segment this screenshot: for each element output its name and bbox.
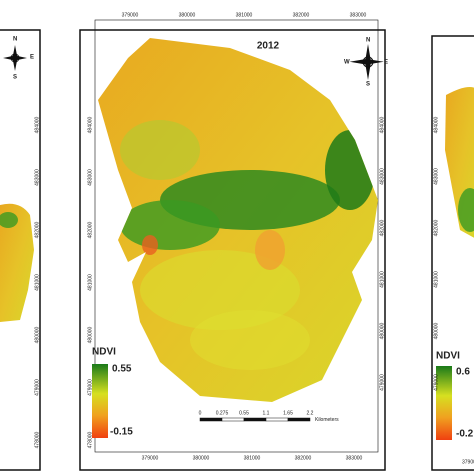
compass: N E S — [3, 37, 34, 81]
y-coord: 478000 — [34, 431, 40, 448]
y-coord: 483000 — [87, 169, 93, 186]
land — [0, 203, 34, 322]
scale-unit: Kilometers — [315, 417, 339, 423]
y-coord: 479000 — [34, 379, 40, 396]
x-coord: 380000 — [179, 12, 196, 18]
x-coord: 381000 — [236, 12, 253, 18]
scale-label: 0.275 — [216, 410, 229, 416]
x-coord: 381000 — [244, 455, 261, 461]
vegetation — [0, 212, 18, 228]
ndvi-map — [98, 38, 378, 402]
y-coord: 484000 — [87, 116, 93, 133]
y-coord: 481000 — [87, 274, 93, 291]
legend-max: 0.55 — [112, 364, 132, 375]
y-coord: 481000 — [433, 271, 439, 288]
legend-max: 0.6 — [456, 367, 470, 378]
y-coord: 479000 — [433, 374, 439, 391]
compass-label: S — [366, 82, 370, 88]
scale-segment — [221, 417, 245, 422]
compass-label: W — [344, 60, 350, 66]
compass-label: N — [13, 37, 17, 43]
y-coord: 484000 — [379, 116, 385, 133]
y-coord: 484000 — [433, 116, 439, 133]
legend: NDVI 0.55 -0.15 — [92, 347, 133, 438]
center-panel: 2012 N S E W NDVI 0.55 -0.15 — [79, 19, 388, 471]
legend-ramp — [436, 366, 452, 440]
x-coord: 380000 — [193, 455, 210, 461]
y-coord: 479000 — [379, 374, 385, 391]
legend-title: NDVI — [92, 347, 116, 358]
y-coord: 482000 — [433, 219, 439, 236]
left-panel: N E S — [0, 29, 41, 471]
x-coord: 382000 — [295, 455, 312, 461]
x-coord: 379000 — [142, 455, 159, 461]
y-coord: 479000 — [87, 379, 93, 396]
y-coord: 480000 — [87, 326, 93, 343]
compass-label: E — [384, 60, 388, 66]
y-coord: 481000 — [379, 271, 385, 288]
scale-segment — [287, 417, 311, 422]
scale-segment — [243, 417, 267, 422]
y-coord: 480000 — [433, 322, 439, 339]
compass-label: N — [366, 38, 370, 44]
map-frame — [94, 19, 379, 453]
scale-segment — [199, 417, 223, 422]
x-coord: 379000 — [462, 459, 474, 465]
scale-label: 1.65 — [283, 410, 293, 416]
y-coord: 483000 — [379, 168, 385, 185]
compass-label: E — [30, 55, 34, 61]
scale-label: 2.2 — [307, 410, 314, 416]
x-coord: 379000 — [122, 12, 139, 18]
x-coord: 383000 — [346, 455, 363, 461]
compass: N S E W — [344, 38, 388, 88]
x-coord: 382000 — [293, 12, 310, 18]
year-label: 2012 — [257, 41, 280, 52]
scale-label: 1.1 — [263, 410, 270, 416]
y-coord: 481000 — [34, 274, 40, 291]
compass-label: S — [13, 75, 17, 81]
y-coord: 482000 — [34, 221, 40, 238]
legend: NDVI 0.6 -0.2 — [436, 351, 474, 440]
y-coord: 484000 — [34, 116, 40, 133]
x-coord: 383000 — [350, 12, 367, 18]
scale-segment — [265, 417, 289, 422]
scale-label: 0 — [199, 410, 202, 416]
legend-ramp — [92, 364, 108, 438]
vegetation — [458, 188, 474, 232]
y-coord: 483000 — [433, 168, 439, 185]
legend-min: -0.2 — [456, 429, 474, 440]
scale-label: 0.55 — [239, 410, 249, 416]
legend-title: NDVI — [436, 351, 460, 362]
y-coord: 483000 — [34, 169, 40, 186]
y-coord: 478000 — [87, 431, 93, 448]
legend-min: -0.15 — [110, 427, 133, 438]
right-panel: NDVI 0.6 -0.2 379000 — [431, 35, 474, 471]
y-coord: 482000 — [87, 221, 93, 238]
y-coord: 480000 — [34, 326, 40, 343]
y-coord: 480000 — [379, 322, 385, 339]
y-coord: 482000 — [379, 219, 385, 236]
